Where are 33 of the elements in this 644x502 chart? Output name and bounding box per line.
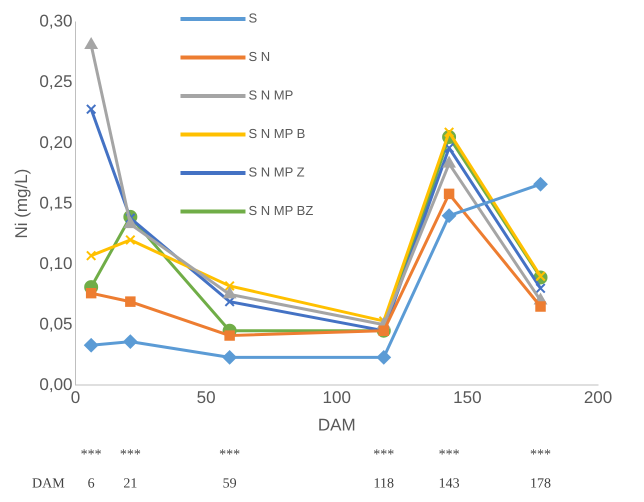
text: 59 bbox=[222, 476, 237, 492]
legend-label: S N bbox=[248, 49, 270, 64]
text: DAM bbox=[32, 476, 66, 492]
legend-label: S N MP Z bbox=[248, 164, 305, 180]
text: *** bbox=[438, 448, 460, 463]
text: 178 bbox=[530, 476, 552, 492]
x-tick-label: 100 bbox=[322, 388, 351, 408]
text: *** bbox=[219, 448, 240, 463]
text: *** bbox=[530, 448, 552, 463]
text: *** bbox=[80, 448, 102, 463]
text: 21 bbox=[123, 476, 138, 492]
legend-label: S N MP bbox=[248, 88, 294, 103]
legend-label: S bbox=[248, 10, 258, 26]
y-tick-label: 0,30 bbox=[39, 12, 72, 31]
x-tick-label: 50 bbox=[196, 388, 216, 408]
text: 118 bbox=[374, 476, 394, 492]
legend-label: S N MP B bbox=[248, 126, 306, 142]
y-tick-label: 0,20 bbox=[39, 132, 72, 152]
y-tick-label: 0,10 bbox=[39, 254, 72, 273]
y-tick-label: 0,00 bbox=[39, 374, 72, 394]
y-tick-label: 0,25 bbox=[39, 72, 72, 92]
y-tick-label: 0,05 bbox=[39, 314, 72, 334]
y-axis-title: Ni (mg/L) bbox=[12, 168, 31, 239]
text: 143 bbox=[438, 476, 460, 492]
x-tick-label: 0 bbox=[70, 388, 80, 408]
text: *** bbox=[373, 448, 394, 463]
legend-label: S N MP BZ bbox=[248, 203, 314, 218]
x-axis-title: DAM bbox=[318, 415, 356, 434]
text: 6 bbox=[88, 476, 95, 492]
x-tick-label: 200 bbox=[584, 388, 612, 408]
x-tick-label: 150 bbox=[453, 388, 482, 408]
y-tick-label: 0,15 bbox=[39, 193, 72, 212]
text: *** bbox=[120, 448, 141, 463]
